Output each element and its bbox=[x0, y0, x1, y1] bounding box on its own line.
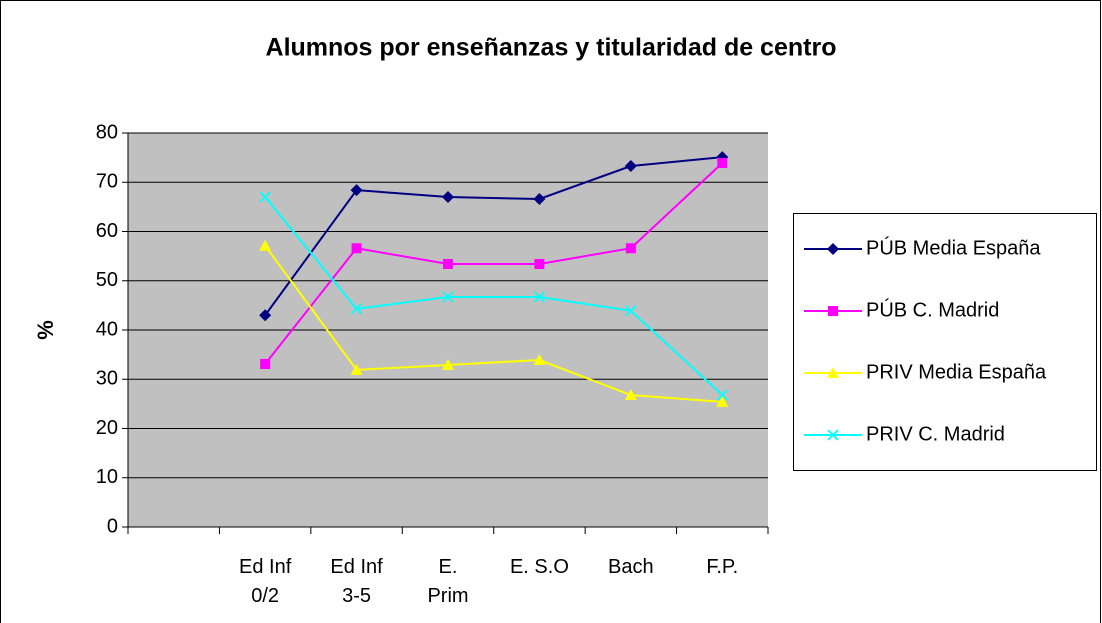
marker bbox=[350, 303, 363, 315]
y-tick-label: 10 bbox=[96, 466, 118, 488]
x-tick-label: E. S.O bbox=[509, 556, 569, 578]
x-tick-label: Bach bbox=[608, 556, 654, 578]
marker bbox=[717, 158, 728, 169]
marker bbox=[260, 358, 271, 369]
series-line bbox=[264, 156, 723, 316]
marker bbox=[625, 243, 636, 254]
legend-label: PRIV C. Madrid bbox=[866, 423, 1005, 445]
marker bbox=[533, 291, 546, 303]
x-tick-label: Ed Inf 3-5 bbox=[330, 556, 383, 607]
y-tick-label: 50 bbox=[96, 269, 118, 291]
legend-label: PRIV Media España bbox=[866, 361, 1047, 383]
marker bbox=[259, 239, 272, 251]
marker bbox=[350, 363, 363, 375]
marker bbox=[351, 243, 362, 254]
y-tick-label: 20 bbox=[96, 417, 118, 439]
chart-title: Alumnos por enseñanzas y titularidad de … bbox=[266, 34, 837, 62]
marker bbox=[259, 309, 272, 322]
x-tick-label: Ed Inf 0/2 bbox=[239, 556, 292, 607]
marker bbox=[624, 159, 637, 172]
marker bbox=[533, 192, 546, 205]
marker bbox=[534, 259, 545, 270]
marker bbox=[442, 291, 454, 303]
marker bbox=[443, 259, 453, 270]
marker bbox=[828, 306, 838, 316]
marker bbox=[827, 429, 839, 441]
y-tick-label: 60 bbox=[96, 220, 118, 242]
series-line bbox=[264, 196, 723, 396]
marker bbox=[533, 354, 546, 366]
legend-label: PÚB Media España bbox=[866, 236, 1041, 259]
marker bbox=[625, 305, 637, 317]
marker bbox=[442, 358, 454, 370]
x-tick-label: F.P. bbox=[706, 556, 739, 578]
y-tick-label: 70 bbox=[96, 171, 118, 193]
y-tick-label: 30 bbox=[96, 368, 118, 390]
legend-label: PÚB C. Madrid bbox=[866, 298, 999, 321]
marker bbox=[827, 367, 839, 378]
marker bbox=[624, 389, 637, 401]
legend-box bbox=[793, 213, 1097, 471]
series-line bbox=[264, 245, 723, 403]
marker bbox=[716, 395, 729, 407]
x-tick-label: E. Prim bbox=[427, 556, 469, 607]
marker bbox=[716, 389, 728, 401]
y-tick-label: 40 bbox=[96, 318, 118, 340]
marker bbox=[350, 184, 363, 197]
y-tick-label: 80 bbox=[96, 121, 118, 143]
y-tick-label: 0 bbox=[107, 515, 118, 537]
marker bbox=[827, 243, 839, 255]
marker bbox=[259, 191, 271, 203]
marker bbox=[442, 191, 454, 204]
y-axis-label: % bbox=[33, 320, 58, 340]
series-line bbox=[264, 162, 723, 365]
